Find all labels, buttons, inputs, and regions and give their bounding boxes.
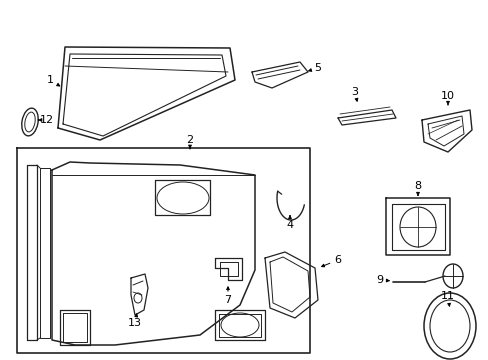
Text: 5: 5 — [314, 63, 321, 73]
Text: 4: 4 — [286, 220, 293, 230]
Text: 8: 8 — [414, 181, 421, 191]
Text: 11: 11 — [440, 291, 454, 301]
Text: 2: 2 — [186, 135, 193, 145]
Text: 10: 10 — [440, 91, 454, 101]
Text: 6: 6 — [334, 255, 341, 265]
Text: 13: 13 — [128, 318, 142, 328]
Text: 7: 7 — [224, 295, 231, 305]
Text: 3: 3 — [351, 87, 358, 97]
Text: 9: 9 — [376, 275, 383, 285]
Text: 12: 12 — [40, 115, 54, 125]
Text: 1: 1 — [46, 75, 53, 85]
